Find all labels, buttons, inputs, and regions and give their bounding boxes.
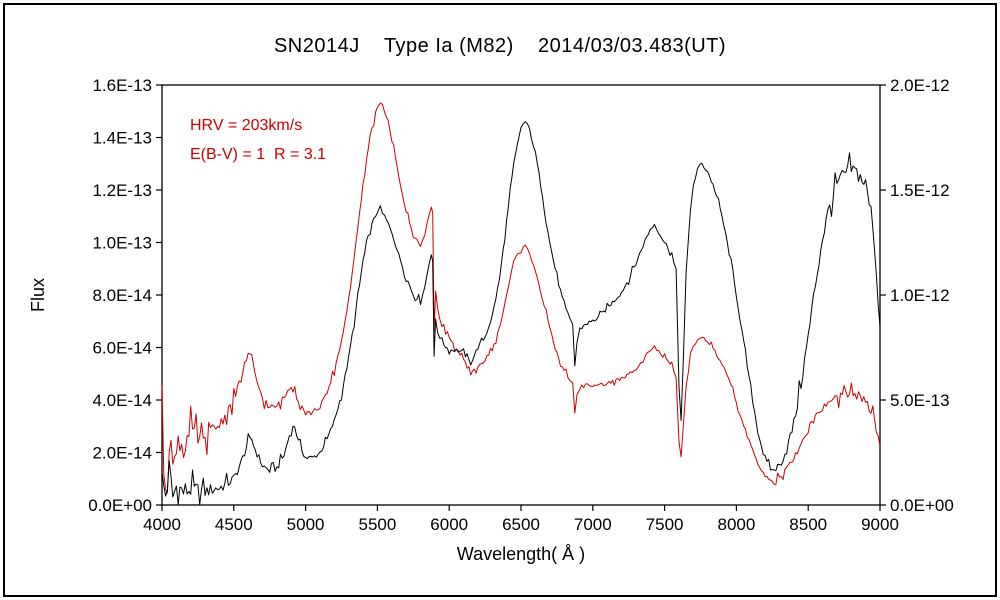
right-tick-label: 0.0E+00 (890, 496, 954, 515)
left-tick-label: 1.2E-13 (92, 181, 152, 200)
right-tick-label: 5.0E-13 (890, 391, 950, 410)
left-tick-label: 1.6E-13 (92, 76, 152, 95)
left-tick-label: 6.0E-14 (92, 339, 152, 358)
series-observed-flux-line (161, 121, 881, 505)
left-tick-label: 1.0E-13 (92, 234, 152, 253)
chart-title: SN2014J Type Ia (M82) 2014/03/03.483(UT) (274, 35, 726, 57)
y-axis-label: Flux (28, 278, 48, 312)
left-tick-label: 0.0E+00 (88, 496, 152, 515)
series-dereddened-flux-line (161, 102, 881, 494)
axis-tick-labels: 4000 4500 5000 5500 6000 6500 7000 7500 8000 8500… (88, 76, 954, 534)
x-tick-label: 6500 (502, 515, 540, 534)
x-tick-label: 5500 (358, 515, 396, 534)
right-tick-label: 1.5E-12 (890, 181, 950, 200)
left-tick-label: 4.0E-14 (92, 391, 152, 410)
x-tick-label: 5000 (287, 515, 325, 534)
annotation-hrv: HRV = 203km/s (190, 117, 302, 134)
x-tick-label: 6000 (430, 515, 468, 534)
x-tick-label: 4500 (215, 515, 253, 534)
left-tick-label: 2.0E-14 (92, 444, 152, 463)
x-tick-label: 7000 (574, 515, 612, 534)
right-tick-label: 2.0E-12 (890, 76, 950, 95)
annotation-ebv: E(B-V) = 1 R = 3.1 (190, 146, 326, 163)
x-tick-label: 8000 (717, 515, 755, 534)
x-axis-label: Wavelength( Å ) (457, 544, 585, 564)
spectra-curves (161, 102, 881, 505)
x-tick-label: 8500 (789, 515, 827, 534)
axis-ticks (156, 84, 886, 511)
outer-border (3, 3, 997, 597)
right-tick-label: 1.0E-12 (890, 286, 950, 305)
x-tick-label: 7500 (646, 515, 684, 534)
left-tick-label: 1.4E-13 (92, 129, 152, 148)
left-tick-label: 8.0E-14 (92, 286, 152, 305)
x-tick-label: 4000 (143, 515, 181, 534)
x-tick-label: 9000 (861, 515, 899, 534)
